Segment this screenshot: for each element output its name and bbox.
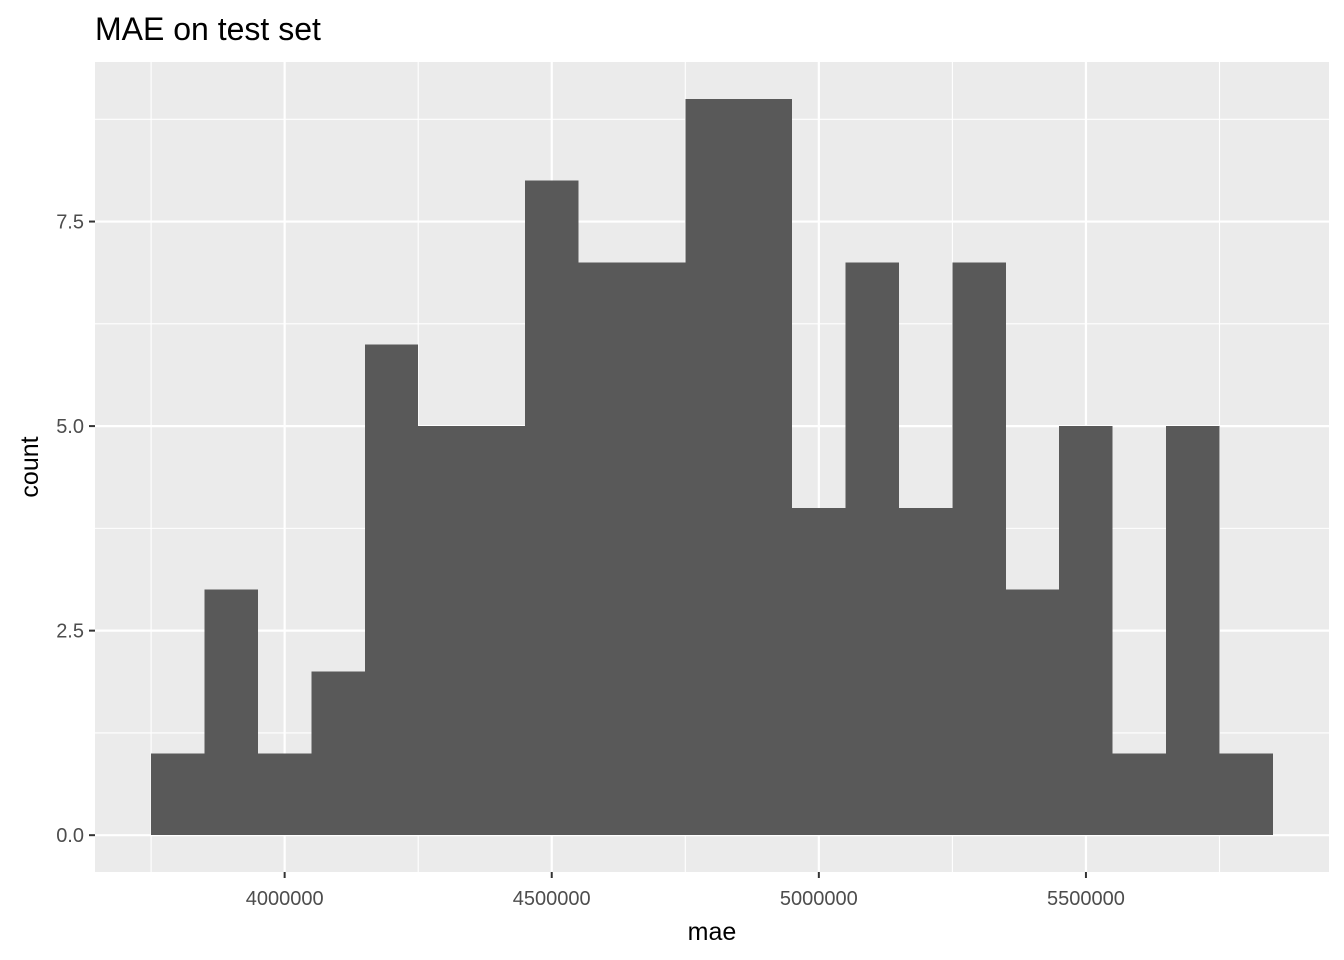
histogram-bar — [1059, 426, 1113, 836]
histogram-bar — [1166, 426, 1220, 836]
x-axis: 4000000 4500000 5000000 5500000 — [246, 872, 1125, 910]
y-tick-label: 7.5 — [56, 212, 84, 234]
histogram-bar — [471, 426, 526, 836]
x-tick-label: 4000000 — [246, 888, 324, 910]
histogram-bar — [151, 753, 205, 836]
histogram-bar — [257, 753, 312, 836]
histogram-bar — [685, 98, 739, 836]
histogram-bar — [631, 262, 686, 836]
histogram-bar — [1005, 589, 1060, 836]
histogram-bar — [1219, 753, 1273, 836]
histogram-bar — [898, 507, 953, 836]
y-axis: 0.0 2.5 5.0 7.5 — [56, 212, 95, 847]
x-tick-label: 5500000 — [1047, 888, 1125, 910]
y-tick-label: 0.0 — [56, 825, 84, 847]
x-tick-label: 4500000 — [513, 888, 591, 910]
histogram-bar — [1112, 753, 1167, 836]
histogram-bar — [418, 426, 472, 836]
y-tick-label: 2.5 — [56, 621, 84, 643]
histogram-bars — [151, 98, 1273, 836]
histogram-bar — [738, 98, 793, 836]
histogram-bar — [311, 671, 365, 836]
histogram-bar — [792, 507, 846, 836]
x-axis-title: mae — [688, 918, 737, 946]
histogram-bar — [204, 589, 258, 836]
histogram-bar — [364, 344, 419, 836]
histogram-bar — [952, 262, 1006, 836]
x-tick-label: 5000000 — [780, 888, 858, 910]
chart-title: MAE on test set — [95, 11, 321, 47]
histogram-bar — [845, 262, 899, 836]
histogram-bar — [578, 262, 632, 836]
y-tick-label: 5.0 — [56, 416, 84, 438]
histogram-bar — [525, 180, 579, 836]
y-axis-title: count — [16, 436, 44, 497]
